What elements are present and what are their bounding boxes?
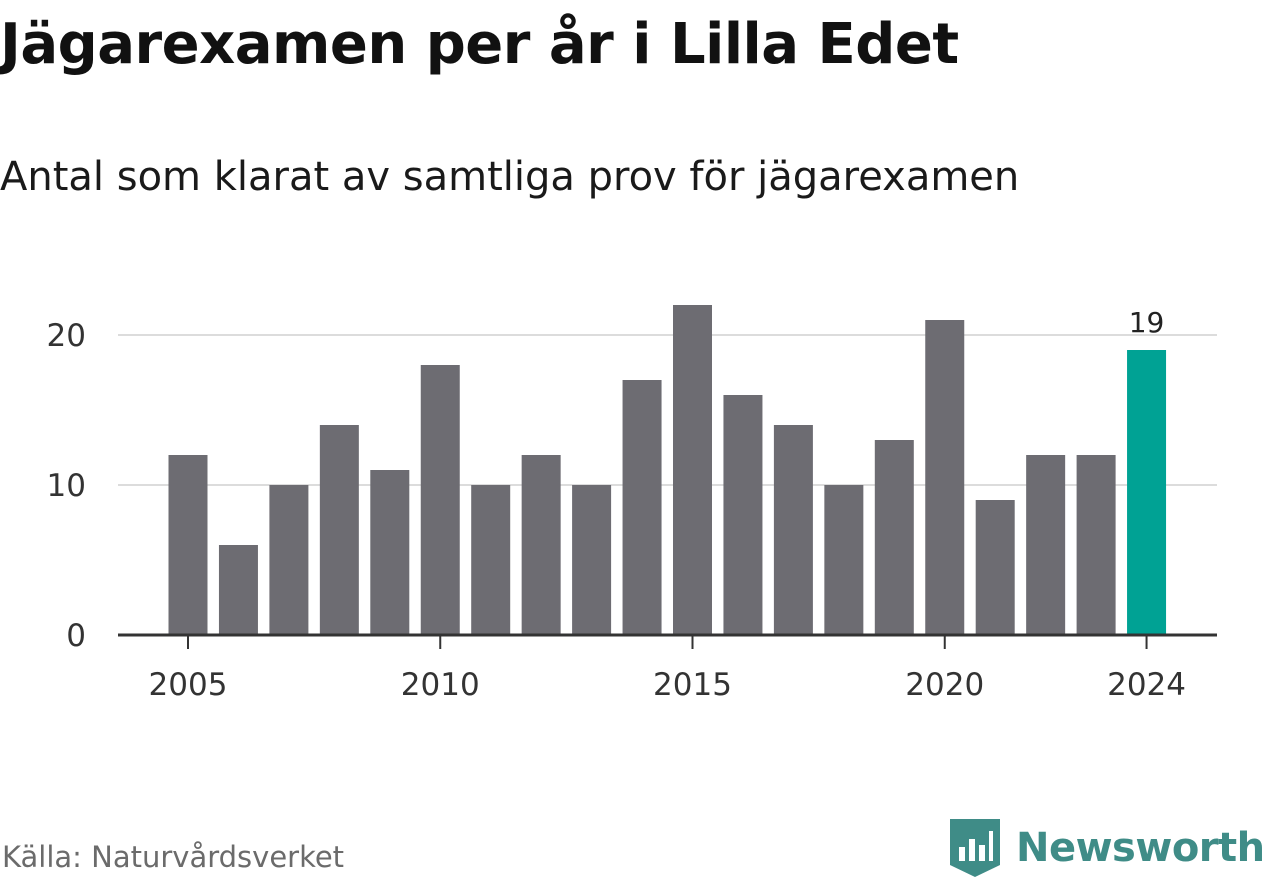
x-tick-label: 2010 bbox=[401, 667, 480, 703]
x-tick-label: 2024 bbox=[1107, 667, 1186, 703]
bar-2010 bbox=[420, 365, 460, 635]
chart-subtitle: Antal som klarat av samtliga prov för jä… bbox=[0, 154, 1020, 200]
bar-2018 bbox=[824, 485, 864, 635]
x-tick-label: 2015 bbox=[653, 667, 732, 703]
bar-2008 bbox=[319, 425, 359, 635]
bar-2020 bbox=[925, 320, 965, 635]
bar-2016 bbox=[723, 395, 763, 635]
y-tick-label: 20 bbox=[47, 318, 86, 354]
y-tick-label: 10 bbox=[47, 468, 86, 504]
x-tick-label: 2005 bbox=[149, 667, 228, 703]
bar-2024 bbox=[1127, 350, 1167, 635]
bar-2009 bbox=[370, 470, 410, 635]
bar-2014 bbox=[622, 380, 662, 635]
brand-logo: Newsworthy bbox=[950, 818, 1262, 878]
bar-2011 bbox=[471, 485, 511, 635]
bar-2015 bbox=[673, 305, 712, 635]
newsworthy-logo-icon bbox=[950, 819, 1000, 877]
bar-2006 bbox=[218, 545, 258, 635]
bar-2017 bbox=[773, 425, 813, 635]
bar-2005 bbox=[168, 455, 208, 635]
bar-2022 bbox=[1026, 455, 1066, 635]
source-note: Källa: Naturvårdsverket bbox=[2, 840, 345, 874]
brand-name: Newsworthy bbox=[1016, 825, 1262, 871]
bar-2023 bbox=[1076, 455, 1116, 635]
bar-2021 bbox=[975, 500, 1015, 635]
bar-2019 bbox=[874, 440, 914, 635]
chart-title: Jägarexamen per år i Lilla Edet bbox=[0, 12, 959, 77]
x-tick-label: 2020 bbox=[905, 667, 984, 703]
y-tick-label: 0 bbox=[66, 618, 86, 654]
bar-2007 bbox=[269, 485, 309, 635]
data-label: 19 bbox=[1129, 306, 1165, 339]
bar-2012 bbox=[521, 455, 561, 635]
bar-2013 bbox=[572, 485, 612, 635]
